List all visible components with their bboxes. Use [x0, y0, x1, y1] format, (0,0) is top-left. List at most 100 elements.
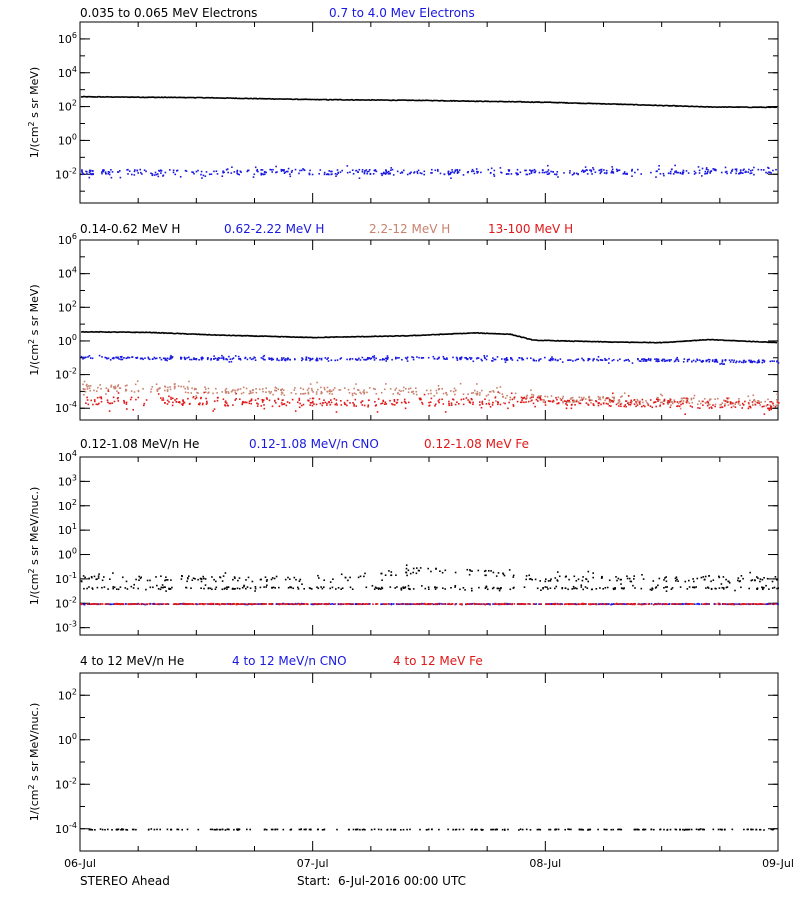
series-point	[307, 399, 310, 402]
series-point	[155, 603, 157, 605]
series-point	[230, 390, 233, 393]
series-point	[544, 395, 546, 398]
series-point	[89, 603, 92, 606]
series-point	[388, 570, 390, 572]
series-point	[191, 171, 193, 173]
series-point	[171, 586, 173, 589]
series-point	[241, 403, 243, 406]
series-point	[147, 357, 150, 360]
series-point	[469, 603, 472, 605]
series-point	[232, 587, 234, 590]
series-point	[397, 603, 400, 605]
series-point	[155, 576, 157, 578]
series-point	[381, 587, 384, 590]
series-point	[217, 603, 220, 605]
series-point	[201, 357, 204, 359]
series-point	[728, 603, 730, 606]
series-point	[595, 588, 598, 590]
series-point	[658, 165, 660, 167]
series-point	[131, 356, 133, 358]
series-point	[310, 387, 313, 390]
series-point	[256, 170, 258, 172]
series-point	[320, 586, 322, 588]
series-point	[164, 586, 166, 588]
series-point	[644, 360, 646, 362]
series-point	[742, 603, 744, 605]
series-point	[719, 363, 721, 365]
series-point	[381, 358, 384, 360]
series-point	[143, 404, 145, 407]
series-point	[468, 401, 471, 403]
series-point	[525, 578, 527, 581]
series-point	[352, 828, 355, 831]
series-point	[264, 576, 267, 578]
series-point	[437, 170, 439, 172]
series-point	[387, 173, 390, 175]
series-point	[443, 357, 445, 360]
series-point	[417, 569, 420, 572]
series-point	[374, 401, 376, 403]
series-point	[502, 573, 505, 576]
series-point	[160, 603, 162, 605]
series-point	[606, 828, 608, 831]
series-point	[511, 603, 513, 606]
series-point	[291, 169, 293, 172]
series-point	[287, 587, 290, 589]
series-point	[762, 603, 764, 605]
series-point	[599, 398, 602, 401]
series-point	[143, 402, 146, 405]
series-point	[698, 359, 701, 361]
series-point	[126, 408, 128, 410]
series-point	[309, 383, 312, 385]
series-point	[576, 399, 578, 402]
series-point	[567, 828, 569, 830]
series-point	[631, 175, 633, 177]
series-point	[758, 359, 760, 361]
y-tick-label: 106	[58, 31, 77, 46]
series-point	[464, 589, 466, 591]
series-point	[738, 172, 740, 175]
series-point	[456, 359, 459, 361]
series-point	[364, 170, 366, 172]
series-point	[438, 401, 440, 404]
series-point	[761, 578, 764, 581]
series-point	[636, 404, 639, 406]
series-point	[322, 402, 324, 404]
series-point	[136, 356, 139, 359]
series-point	[326, 386, 329, 389]
series-point	[294, 358, 296, 360]
series-point	[770, 172, 772, 174]
series-point	[715, 603, 717, 605]
series-point	[477, 357, 480, 359]
series-point	[596, 358, 598, 361]
series-point	[555, 828, 557, 831]
series-point	[735, 361, 737, 364]
series-point	[547, 588, 549, 590]
series-point	[675, 170, 677, 172]
series-point	[688, 586, 691, 588]
series-point	[434, 588, 437, 590]
series-point	[609, 399, 611, 401]
series-point	[263, 404, 265, 406]
series-point	[223, 171, 225, 174]
series-point	[236, 829, 239, 831]
series-point	[497, 391, 499, 393]
series-point	[590, 170, 593, 173]
series-point	[210, 603, 212, 605]
series-point	[738, 603, 741, 605]
series-point	[620, 396, 622, 398]
series-point	[151, 386, 154, 388]
series-point	[308, 173, 311, 176]
series-point	[669, 828, 672, 831]
series-point	[663, 587, 665, 589]
series-point	[315, 403, 318, 406]
series-point	[294, 410, 297, 412]
series-point	[401, 358, 403, 361]
series-point	[436, 392, 438, 394]
series-point	[310, 358, 312, 361]
series-point	[659, 401, 662, 404]
series-point	[128, 356, 131, 359]
series-point	[177, 828, 180, 831]
series-point	[262, 603, 264, 606]
series-point	[258, 603, 260, 605]
